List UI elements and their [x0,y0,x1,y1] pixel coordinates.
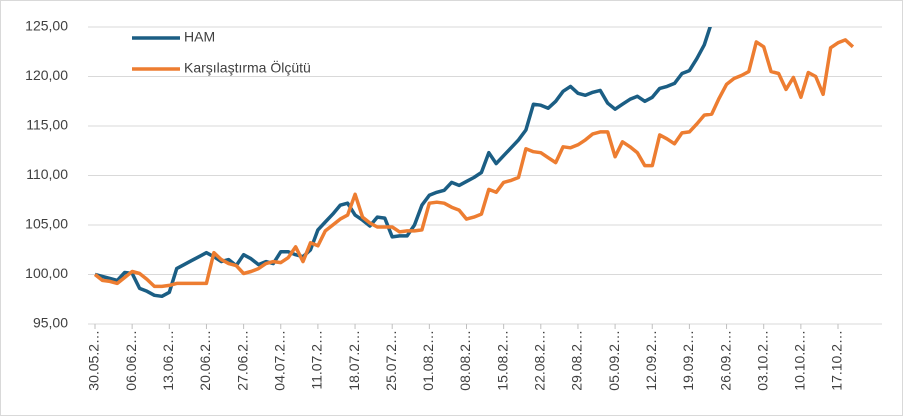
legend-label: Karşılaştırma Ölçütü [184,59,311,76]
x-tick-label: 27.06.2… [234,330,250,391]
x-tick-label: 01.08.2… [420,330,436,391]
x-tick-label: 12.09.2… [643,330,659,391]
x-tick-label: 22.08.2… [532,330,548,391]
y-tick-label: 100,00 [25,265,68,281]
x-tick-label: 13.06.2… [160,330,176,391]
x-tick-label: 05.09.2… [606,330,622,391]
x-tick-label: 26.09.2… [717,330,733,391]
x-tick-label: 06.06.2… [123,330,139,391]
x-tick-label: 29.08.2… [569,330,585,391]
x-tick-label: 19.09.2… [680,330,696,391]
x-tick-label: 11.07.2… [309,330,325,390]
x-tick-label: 30.05.2… [86,330,102,391]
x-tick-label: 03.10.2… [754,330,770,391]
x-tick-label: 15.08.2… [494,330,510,391]
y-tick-label: 115,00 [26,117,68,133]
x-tick-label: 10.10.2… [792,330,808,391]
x-tick-label: 25.07.2… [383,330,399,391]
y-tick-label: 110,00 [26,166,68,182]
x-tick-label: 08.08.2… [457,330,473,391]
x-tick-label: 18.07.2… [346,330,362,391]
y-tick-label: 125,00 [25,18,68,34]
x-tick-label: 17.10.2… [829,330,845,391]
y-tick-label: 120,00 [25,67,68,83]
legend-label: HAM [184,29,215,45]
series-line [94,27,712,299]
x-tick-label: 04.07.2… [271,330,287,391]
y-tick-label: 105,00 [25,216,68,232]
y-tick-label: 95,00 [33,315,68,331]
x-tick-label: 20.06.2… [197,330,213,391]
plot-area [93,27,855,299]
series-line [93,38,855,289]
